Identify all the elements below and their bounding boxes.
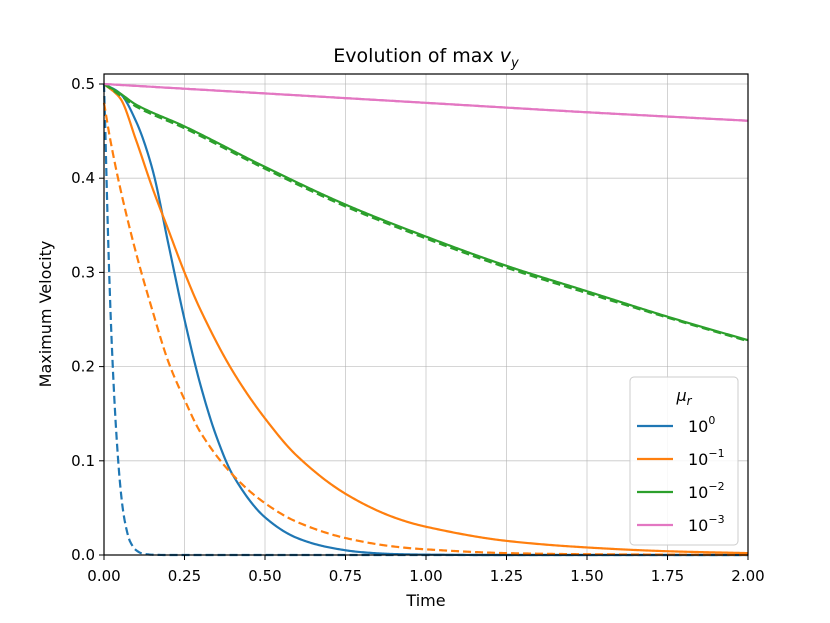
series-line-10-1-solid [103,83,749,555]
y-tick-label: 0.1 [71,452,95,470]
x-tick-label: 0.75 [329,567,362,585]
legend-entry-label: 10−2 [688,480,725,502]
series-line-10-3-solid [103,82,749,122]
x-tick-label: 0.50 [248,567,281,585]
legend-box [629,376,739,546]
legend-title: μr [675,386,692,408]
legend-entry-label: 10−1 [688,447,725,469]
y-tick-label: 0.0 [71,546,95,564]
legend: μr 100 10−1 10−2 10−3 [629,376,739,546]
x-tick-label: 1.50 [570,567,603,585]
series-line-10-1-dashed [102,102,749,557]
ticks: 0.00 0.25 0.50 0.75 1.00 1.25 1.50 1.75 2.00 0.0 0… [71,75,765,585]
y-tick-label: 0.5 [71,75,95,93]
x-tick-label: 0.25 [168,567,201,585]
series-line-10-2-solid [103,83,749,342]
legend-entry-label: 10−3 [688,513,725,535]
y-axis-label: Maximum Velocity [36,241,55,388]
x-tick-label: 0.00 [87,567,120,585]
x-tick-label: 1.00 [409,567,442,585]
series-line-10-2-dashed [103,83,749,343]
x-tick-label: 1.25 [490,567,523,585]
y-tick-label: 0.2 [71,358,95,376]
legend-entry-label: 100 [688,414,715,436]
x-axis-label: Time [405,591,445,610]
x-tick-label: 1.75 [651,567,684,585]
chart-title: Evolution of max vy [333,45,519,71]
y-tick-label: 0.4 [71,169,95,187]
x-tick-label: 2.00 [731,567,764,585]
y-tick-label: 0.3 [71,263,95,281]
